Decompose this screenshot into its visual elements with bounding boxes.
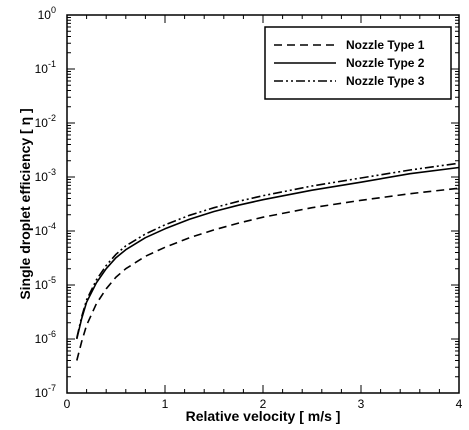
y-tick-label: 10-1 (35, 59, 56, 76)
y-tick-label: 10-3 (35, 167, 56, 184)
legend-label-3: Nozzle Type 3 (346, 74, 425, 88)
axis-ticks (66, 14, 460, 394)
x-tick-labels: 0 1 2 3 4 (64, 397, 463, 411)
y-tick-label: 10-7 (35, 383, 56, 400)
y-tick-label: 10-6 (35, 329, 56, 346)
legend: Nozzle Type 1 Nozzle Type 2 Nozzle Type 3 (264, 26, 452, 100)
x-axis-title: Relative velocity [ m/s ] (186, 408, 341, 424)
y-axis-title: Single droplet efficiency [ η ] (17, 108, 33, 299)
y-tick-labels: 10-7 10-6 10-5 10-4 10-3 10-2 10-1 100 (35, 5, 56, 400)
y-tick-label: 10-5 (35, 275, 56, 292)
x-tick-label: 2 (260, 397, 267, 411)
legend-label-2: Nozzle Type 2 (346, 56, 425, 70)
series-line-1 (76, 187, 460, 361)
x-tick-label: 1 (162, 397, 169, 411)
y-tick-label: 10-2 (35, 113, 56, 130)
x-tick-label: 4 (456, 397, 463, 411)
x-tick-label: 0 (64, 397, 71, 411)
series-line-2 (76, 166, 460, 340)
legend-label-1: Nozzle Type 1 (346, 38, 425, 52)
series-lines (76, 162, 460, 361)
y-tick-label: 10-4 (35, 221, 56, 238)
series-line-3 (76, 162, 460, 339)
x-tick-label: 3 (358, 397, 365, 411)
y-tick-label: 100 (38, 5, 56, 22)
